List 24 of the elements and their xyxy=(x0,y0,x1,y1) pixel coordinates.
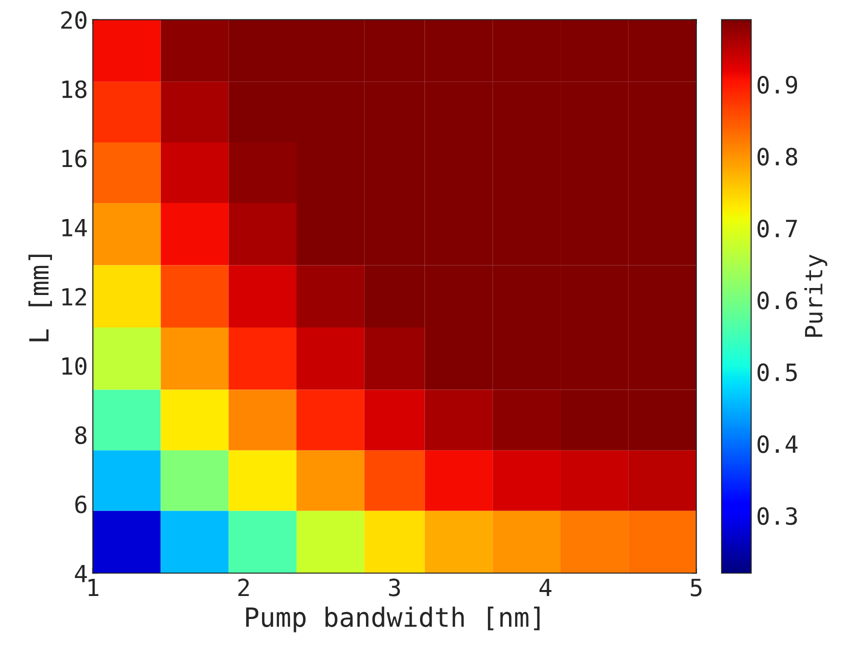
y-tick-label: 4 xyxy=(74,564,87,582)
y-tick-label: 18 xyxy=(62,80,86,98)
x-tick-label: 1 xyxy=(88,578,98,596)
color-bar-label: 0.8 xyxy=(758,148,798,166)
x-tick-label: 5 xyxy=(690,578,702,596)
color-bar-title: Purity xyxy=(804,254,828,337)
y-tick-label: 8 xyxy=(75,426,86,444)
x-axis-title: Pump bandwidth [nm] xyxy=(246,606,540,632)
y-tick-label: 20 xyxy=(61,11,86,30)
color-bar-label: 0.9 xyxy=(758,76,798,94)
color-bar-label: 0.7 xyxy=(758,220,797,238)
y-tick-label: 10 xyxy=(62,357,86,375)
color-bar-label: 0.6 xyxy=(758,291,798,310)
color-bar-label: 0.5 xyxy=(758,363,797,382)
y-tick-label: 14 xyxy=(62,219,87,236)
x-tick-label: 4 xyxy=(540,578,552,596)
color-bar-label: 0.3 xyxy=(758,507,797,525)
y-axis-title: L [mm] xyxy=(28,254,52,342)
color-bar-label: 0.4 xyxy=(758,435,798,454)
y-tick-label: 12 xyxy=(62,288,86,306)
x-tick-label: 3 xyxy=(389,578,400,596)
x-tick-label: 2 xyxy=(238,578,249,596)
y-tick-label: 16 xyxy=(62,150,86,168)
y-tick-label: 6 xyxy=(75,495,86,514)
